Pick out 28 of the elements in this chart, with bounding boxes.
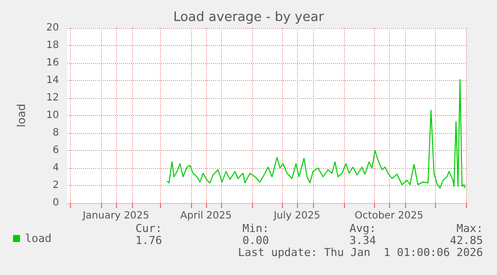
text: 3.34 [350, 234, 376, 247]
y-tick-label: 4 [52, 162, 59, 174]
x-tick-label: April 2025 [180, 210, 232, 222]
y-tick-label: 12 [46, 92, 59, 104]
y-tick-label: 8 [52, 128, 59, 138]
x-tick-label: January 2025 [82, 210, 150, 222]
x-tick-label: July 2025 [272, 210, 320, 222]
y-tick-label: 10 [46, 110, 59, 121]
text: Avg: [350, 222, 376, 235]
y-tick-label: 14 [46, 75, 59, 86]
y-axis-title: load [15, 104, 28, 128]
line-series [166, 79, 466, 189]
y-tick-label: 20 [46, 22, 59, 34]
y-tick-label: 16 [46, 58, 59, 68]
y-tick-label: 2 [52, 180, 59, 191]
x-tick-label: October 2025 [354, 210, 424, 222]
text: 1.76 [136, 234, 162, 247]
text: 42.85 [450, 234, 483, 247]
text: Last update: Thu Jan 1 01:00:06 2026 [238, 246, 483, 259]
text: Max: [456, 222, 483, 235]
text: Min: [242, 222, 269, 235]
chart-title: Load average - by year [173, 10, 324, 25]
y-tick-label: 0 [52, 198, 59, 208]
text: 0.00 [242, 234, 269, 247]
y-tick-label: 18 [46, 40, 59, 51]
text: Cur: [136, 222, 162, 235]
legend-label: load [25, 232, 52, 245]
y-tick-label: 6 [52, 145, 59, 156]
